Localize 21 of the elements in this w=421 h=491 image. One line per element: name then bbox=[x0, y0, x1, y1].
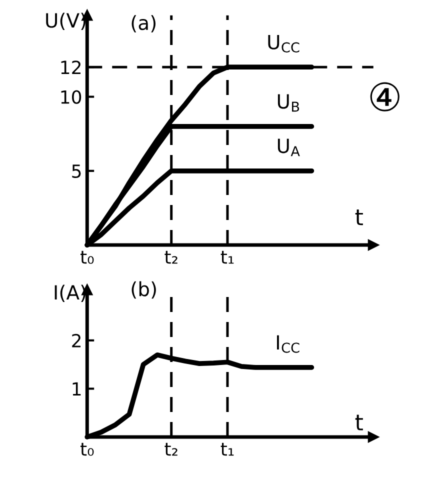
y-axis-title: U(V) bbox=[46, 12, 86, 30]
y-tick-label: 5 bbox=[72, 164, 81, 178]
x-axis-title: t bbox=[355, 210, 363, 226]
x-tick-label: t₂ bbox=[164, 442, 178, 456]
annotation: ④ bbox=[370, 82, 400, 112]
y-tick-label: 1 bbox=[72, 382, 81, 396]
x-axis-title: t bbox=[355, 414, 363, 430]
y-tick-label: 10 bbox=[61, 90, 82, 104]
series-label: U$_{B}$ bbox=[278, 94, 300, 112]
x-tick-label: t₀ bbox=[80, 250, 94, 264]
x-tick-label: t₂ bbox=[164, 250, 178, 264]
chart-title: (b) bbox=[132, 281, 156, 299]
x-tick-label: t₁ bbox=[220, 250, 234, 264]
series-label: U$_{A}$ bbox=[278, 138, 300, 156]
x-tick-label: t₁ bbox=[220, 442, 234, 456]
series-label: I$_{CC}$ bbox=[277, 335, 300, 353]
chart-title: (a) bbox=[132, 15, 156, 32]
y-tick-label: 12 bbox=[61, 60, 80, 74]
series-label: U$_{CC}$ bbox=[268, 34, 300, 53]
x-tick-label: t₀ bbox=[80, 442, 94, 456]
y-tick-label: 2 bbox=[72, 334, 80, 348]
